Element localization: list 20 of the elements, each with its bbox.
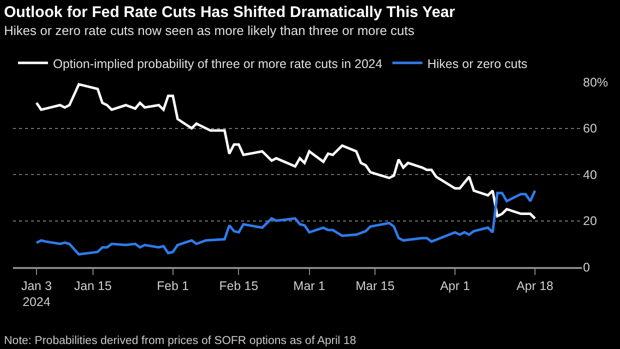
x-tick-label: Mar 1 (293, 278, 326, 293)
chart-subtitle: Hikes or zero rate cuts now seen as more likely than three or more cuts (4, 23, 415, 38)
y-tick-label: 0 (583, 260, 590, 274)
chart-title: Outlook for Fed Rate Cuts Has Shifted Dramatically This Year (4, 4, 456, 21)
text: Note: Probabilities derived from prices of SOFR options as of April 18 (4, 335, 356, 347)
y-tick-label: 40 (583, 168, 597, 182)
x-tick-label: Feb 15 (219, 278, 258, 293)
x-tick-label: Jan 3 2024 (21, 278, 52, 309)
y-tick-label: 20 (583, 214, 597, 228)
legend-label: Hikes or zero cuts (427, 56, 528, 71)
y-tick-label: 80% (583, 75, 608, 90)
x-tick-label: Jan 15 (74, 278, 112, 293)
x-tick-label: Mar 15 (356, 278, 395, 293)
line-series (35, 83, 536, 220)
legend-label: Option-implied probability of three or more rate cuts in 2024 (53, 56, 382, 71)
x-tick-label: Feb 1 (156, 278, 189, 293)
x-tick-label: Apr 18 (516, 278, 554, 293)
x-tick-label: Apr 1 (440, 278, 470, 293)
line-series (35, 189, 536, 256)
y-tick-label: 60 (583, 122, 597, 136)
